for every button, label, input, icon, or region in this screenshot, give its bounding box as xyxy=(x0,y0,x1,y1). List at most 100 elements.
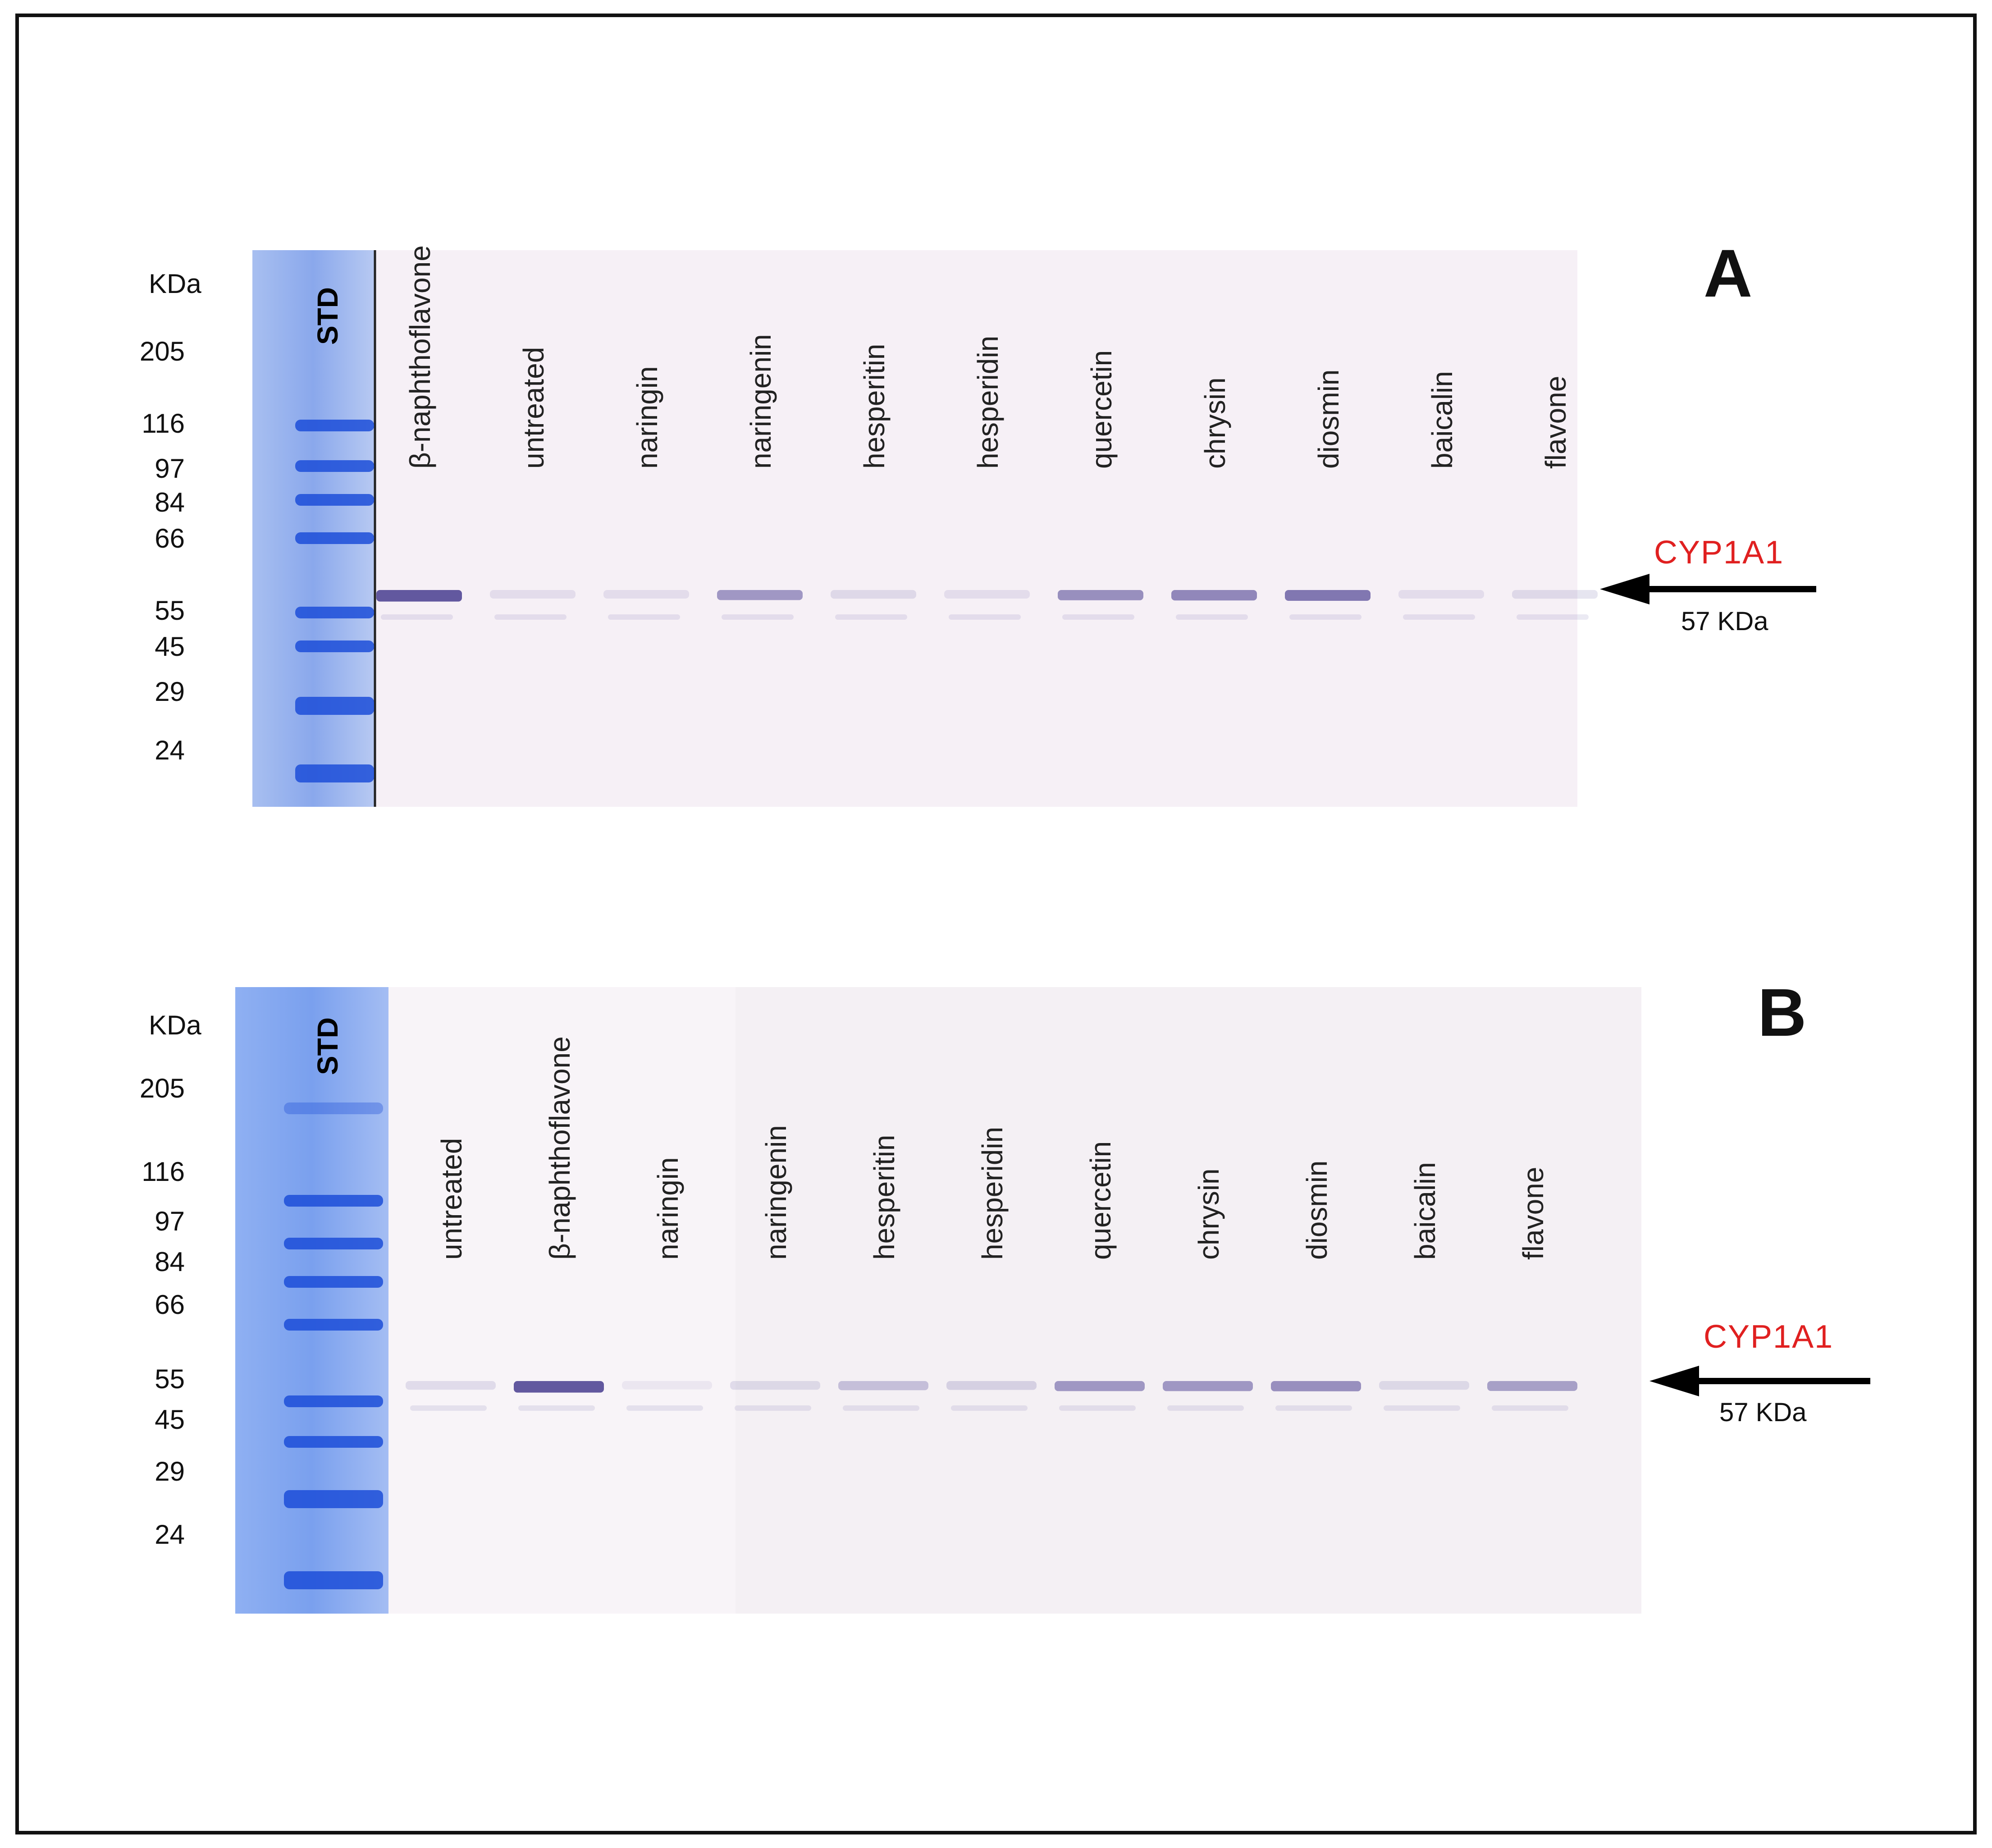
secondary-band xyxy=(494,614,567,620)
secondary-band xyxy=(1275,1405,1352,1411)
mw-marker-label: 66 xyxy=(155,1290,185,1320)
cyp1a1-band xyxy=(946,1381,1037,1390)
arrow-icon-a xyxy=(1600,574,1649,604)
ladder-band xyxy=(295,697,374,715)
lane-label: naringenin xyxy=(760,1125,792,1260)
ladder-band xyxy=(295,494,374,506)
secondary-band xyxy=(1062,614,1134,620)
target-size-b: 57 KDa xyxy=(1719,1398,1807,1427)
cyp1a1-band xyxy=(490,590,576,599)
mw-marker-label: 29 xyxy=(155,1456,185,1487)
secondary-band xyxy=(626,1405,703,1411)
panel-a-gel-svg xyxy=(252,250,1598,807)
cyp1a1-band xyxy=(603,590,689,599)
mw-marker-label: 66 xyxy=(155,523,185,553)
secondary-band xyxy=(722,614,794,620)
lane-label: diosmin xyxy=(1301,1160,1333,1260)
secondary-band xyxy=(949,614,1021,620)
cyp1a1-label-a: CYP1A1 xyxy=(1654,535,1784,571)
mw-marker-label: 116 xyxy=(142,408,185,439)
cyp1a1-band xyxy=(376,590,462,602)
arrow-line-b xyxy=(1695,1378,1870,1384)
lane-label: flavone xyxy=(1517,1166,1549,1260)
mw-marker-label: 24 xyxy=(155,1519,185,1550)
cyp1a1-band xyxy=(622,1381,712,1390)
ladder-band xyxy=(295,532,374,544)
secondary-band xyxy=(1167,1405,1244,1411)
mw-marker-label: 45 xyxy=(155,631,185,662)
secondary-band xyxy=(735,1405,811,1411)
mw-marker-label: 29 xyxy=(155,677,185,707)
lane-label: baicalin xyxy=(1409,1162,1441,1260)
ladder-band xyxy=(295,640,374,652)
cyp1a1-band xyxy=(1171,590,1257,601)
secondary-band xyxy=(835,614,907,620)
secondary-band xyxy=(1176,614,1248,620)
mw-marker-label: 24 xyxy=(155,735,185,765)
kda-title-b: KDa xyxy=(149,1010,201,1040)
lane-label: β-naphthoflavone xyxy=(544,1036,576,1260)
cyp1a1-band xyxy=(406,1381,496,1390)
lane-label: hesperitin xyxy=(868,1134,900,1260)
cyp1a1-band xyxy=(838,1381,928,1391)
ladder-band xyxy=(295,764,374,782)
cyp1a1-band xyxy=(1398,590,1484,599)
ladder-band xyxy=(295,460,374,472)
ladder-band xyxy=(295,420,374,431)
cyp1a1-band xyxy=(1055,1381,1145,1391)
ladder-band xyxy=(284,1319,383,1331)
cyp1a1-band xyxy=(1512,590,1598,599)
membrane-a xyxy=(374,250,1577,807)
arrow-line-a xyxy=(1645,586,1816,592)
lane-label: quercetin xyxy=(1084,1141,1117,1260)
lane-label: hesperidin xyxy=(976,1126,1009,1260)
mw-marker-label: 55 xyxy=(155,595,185,626)
membrane-b-left xyxy=(388,987,736,1614)
secondary-band xyxy=(951,1405,1028,1411)
arrow-icon-b xyxy=(1649,1366,1699,1396)
panel-a: KDa 205 116 97 84 66 55 45 29 24 STD β-naphthofl… xyxy=(0,0,1992,901)
secondary-band xyxy=(381,614,453,620)
target-size-a: 57 KDa xyxy=(1681,607,1768,636)
mw-marker-label: 97 xyxy=(155,1206,185,1236)
ladder-band xyxy=(284,1195,383,1207)
lane-label: untreated xyxy=(435,1138,468,1260)
panel-letter-b: B xyxy=(1758,974,1807,1050)
cyp1a1-label-b: CYP1A1 xyxy=(1704,1319,1834,1355)
mw-marker-label: 84 xyxy=(155,1247,185,1277)
mw-marker-label: 55 xyxy=(155,1364,185,1394)
ladder-lane-b xyxy=(235,987,388,1614)
ladder-band xyxy=(284,1395,383,1407)
panel-letter-a: A xyxy=(1704,235,1753,311)
cyp1a1-band xyxy=(1379,1381,1469,1390)
ladder-band xyxy=(284,1490,383,1508)
secondary-band xyxy=(1289,614,1362,620)
mw-marker-label: 97 xyxy=(155,453,185,484)
cyp1a1-band xyxy=(1058,590,1143,600)
ladder-band xyxy=(284,1436,383,1448)
secondary-band xyxy=(1384,1405,1460,1411)
ladder-band xyxy=(284,1238,383,1249)
mw-marker-label: 205 xyxy=(139,336,185,366)
cyp1a1-band xyxy=(717,590,803,600)
secondary-band xyxy=(1403,614,1475,620)
kda-title-a: KDa xyxy=(149,269,201,299)
secondary-band xyxy=(518,1405,595,1411)
secondary-band xyxy=(608,614,680,620)
secondary-band xyxy=(1492,1405,1568,1411)
lane-label: chrysin xyxy=(1192,1168,1225,1260)
cyp1a1-band xyxy=(1285,590,1371,601)
mw-marker-label: 205 xyxy=(139,1073,185,1103)
cyp1a1-band xyxy=(514,1381,604,1393)
figure-frame xyxy=(15,14,1977,1834)
cyp1a1-band xyxy=(1163,1381,1253,1391)
secondary-band xyxy=(1059,1405,1136,1411)
mw-marker-label: 45 xyxy=(155,1404,185,1435)
secondary-band xyxy=(1517,614,1589,620)
std-label-b: STD xyxy=(311,1017,344,1075)
cyp1a1-band xyxy=(1271,1381,1361,1391)
secondary-band xyxy=(410,1405,487,1411)
ladder-band xyxy=(295,607,374,618)
